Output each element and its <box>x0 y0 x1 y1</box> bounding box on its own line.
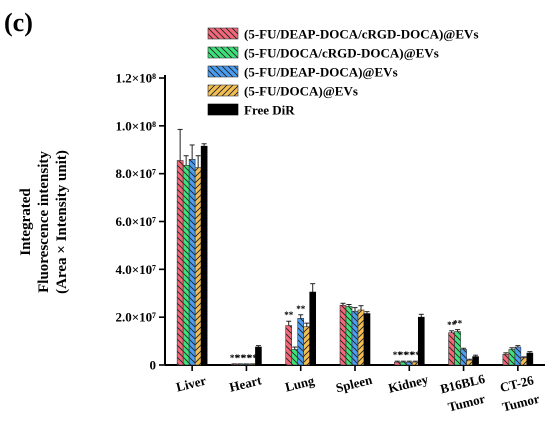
y-tick-label: 1.0×10⁸ <box>115 118 156 133</box>
legend-swatch <box>207 27 239 40</box>
y-tick-label: 2.0×10⁷ <box>115 310 156 325</box>
bar <box>285 325 293 366</box>
bar <box>363 313 371 366</box>
bar <box>393 361 401 366</box>
bar <box>309 291 317 366</box>
bar <box>182 164 190 366</box>
y-tick-label: 8.0×10⁷ <box>115 166 156 181</box>
bar <box>303 326 311 366</box>
significance-mark: ** <box>236 353 246 363</box>
panel-label: (c) <box>4 8 33 37</box>
bar <box>417 316 425 366</box>
legend-label: (5-FU/DEAP-DOCA)@EVs <box>244 65 398 80</box>
bar <box>526 352 534 366</box>
x-tick-label: Liver <box>175 373 208 395</box>
significance-mark: ** <box>411 350 421 360</box>
bar <box>411 361 419 366</box>
bar <box>472 356 479 366</box>
significance-mark: ** <box>447 320 457 330</box>
x-tick-label: Heart <box>228 372 264 395</box>
bar <box>454 331 461 366</box>
significance-mark: ** <box>453 319 463 329</box>
bar <box>297 318 305 366</box>
x-tick-label: Lung <box>283 373 316 395</box>
bar <box>194 167 202 366</box>
significance-mark: ** <box>393 350 403 360</box>
legend-swatch <box>207 46 239 59</box>
bar <box>351 310 359 366</box>
bar <box>188 159 196 366</box>
significance-mark: ** <box>248 353 258 363</box>
bar <box>460 349 467 366</box>
bar <box>345 306 353 366</box>
legend-label: (5-FU/DOCA/cRGD-DOCA)@EVs <box>244 46 439 61</box>
legend-label: Free DiR <box>244 103 295 118</box>
bar <box>508 349 516 366</box>
bar <box>176 160 184 366</box>
significance-mark: ** <box>230 353 240 363</box>
legend-swatch <box>207 65 239 78</box>
y-axis-label-line: Fluorescence intensity <box>36 151 52 293</box>
bar <box>291 349 299 366</box>
y-tick-label: 1.2×10⁸ <box>115 71 156 86</box>
legend-swatch <box>207 84 239 97</box>
significance-mark: ** <box>242 353 252 363</box>
bar <box>448 332 455 366</box>
significance-mark: ** <box>399 350 409 360</box>
bars: ********** ************ ** <box>176 128 534 366</box>
significance-mark: ** <box>284 310 294 320</box>
y-tick-label: 6.0×10⁷ <box>115 214 156 229</box>
y-axis-label-line: Integrated <box>18 188 34 256</box>
bar <box>255 346 262 366</box>
significance-mark: ** <box>405 350 415 360</box>
bar <box>502 353 510 366</box>
x-tick-label: Spleen <box>334 372 374 396</box>
bar <box>339 304 347 366</box>
legend-swatch <box>207 103 239 116</box>
x-tick-label-line2: Tumor <box>501 391 542 415</box>
bar <box>200 145 208 366</box>
legend-label: (5-FU/DOCA)@EVs <box>244 84 358 99</box>
bar <box>399 361 407 366</box>
bar <box>520 357 528 366</box>
bar <box>405 361 413 366</box>
legend: (5-FU/DEAP-DOCA/cRGD-DOCA)@EVs (5-FU/DOCA… <box>207 27 479 118</box>
y-tick-label: 4.0×10⁷ <box>115 262 156 277</box>
x-tick-label: Kidney <box>387 371 430 395</box>
bar <box>466 359 473 366</box>
y-axis-label-line: (Area × Intensity unit) <box>54 150 70 294</box>
significance-mark: ** <box>296 304 306 314</box>
bar <box>514 346 522 366</box>
y-axis-label: Integrated Fluorescence intensity (Area × … <box>18 150 70 294</box>
bar <box>357 309 365 366</box>
y-tick-label: 0 <box>150 358 157 373</box>
legend-label: (5-FU/DEAP-DOCA/cRGD-DOCA)@EVs <box>244 27 479 42</box>
x-tick-label-line2: Tumor <box>446 391 487 415</box>
